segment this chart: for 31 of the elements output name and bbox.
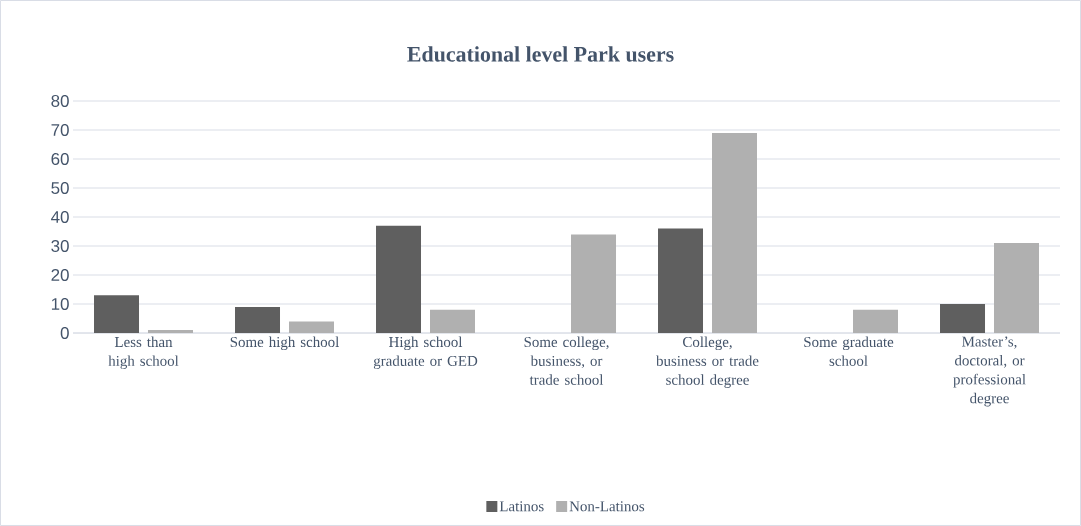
- bar: [376, 225, 422, 333]
- chart-title: Educational level Park users: [407, 46, 674, 62]
- bar: [289, 321, 335, 333]
- x-tick-label: Some high school: [230, 336, 339, 351]
- x-tick-label: Master’s, doctoral, or professional degree: [953, 336, 1026, 407]
- bar: [658, 228, 704, 333]
- y-tick-label: 80: [51, 95, 69, 107]
- bar: [148, 330, 194, 333]
- x-tick-label: College, business or trade school degree: [656, 336, 759, 388]
- y-tick-label: 10: [51, 297, 69, 310]
- bar: [430, 309, 476, 333]
- bar: [940, 303, 986, 333]
- x-tick-label: Less than high school: [108, 336, 179, 370]
- y-tick-label: 0: [60, 326, 69, 339]
- y-tick-label: 70: [51, 124, 69, 136]
- y-tick-label: 30: [51, 239, 69, 252]
- bar: [235, 306, 281, 333]
- bar: [94, 295, 140, 333]
- y-tick-label: 60: [51, 153, 69, 165]
- x-tick-label: Some graduate school: [804, 336, 894, 366]
- y-tick-label: 40: [51, 210, 69, 223]
- y-tick-label: 20: [51, 268, 69, 281]
- bar: [571, 234, 617, 333]
- x-tick-label: High school graduate or GED: [373, 336, 478, 370]
- legend-label: Latinos: [499, 501, 544, 512]
- bar: [853, 309, 899, 333]
- bar: [712, 132, 758, 333]
- legend-label: Non-Latinos: [569, 501, 645, 512]
- x-tick-label: Some college, business, or trade school: [524, 336, 609, 385]
- y-tick-label: 50: [51, 181, 69, 194]
- bar: [994, 243, 1040, 333]
